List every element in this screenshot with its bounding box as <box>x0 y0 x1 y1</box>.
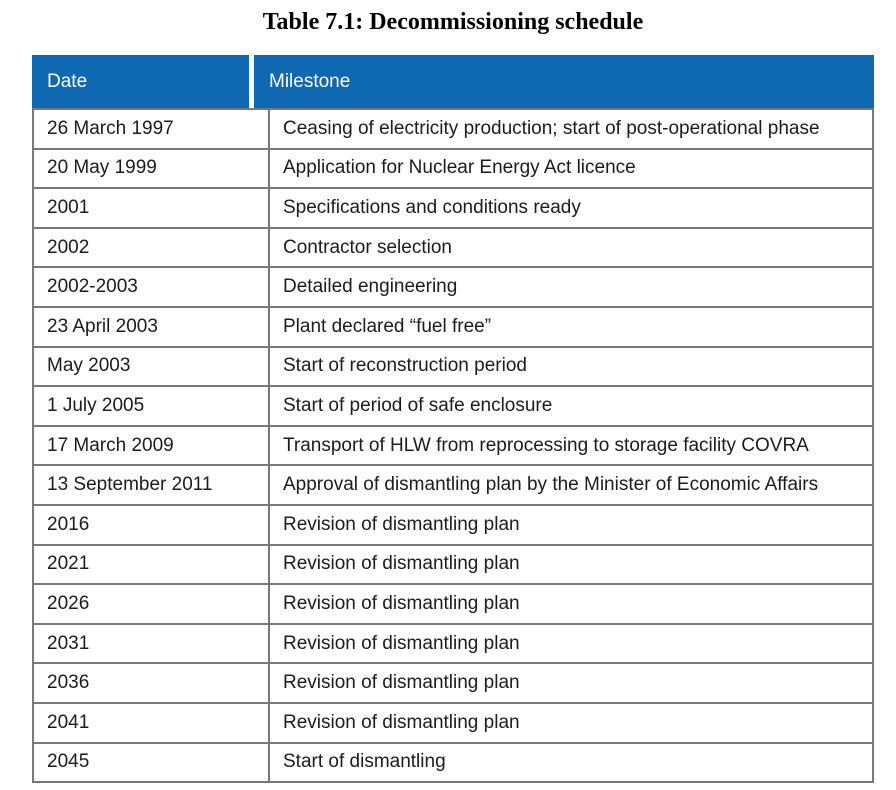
table-row: 2026 Revision of dismantling plan <box>32 583 874 625</box>
table-row: 2021 Revision of dismantling plan <box>32 543 874 586</box>
table-row: 2036 Revision of dismantling plan <box>32 662 874 704</box>
header-divider <box>249 55 254 108</box>
table-row: 1 July 2005 Start of period of safe enclo… <box>32 385 874 427</box>
table-header-row: Date Milestone <box>32 55 874 108</box>
table-row: 2016 Revision of dismantling plan <box>32 503 874 546</box>
milestone-cell: Revision of dismantling plan <box>268 583 874 625</box>
date-cell: 2021 <box>32 543 270 586</box>
date-cell: 26 March 1997 <box>32 108 270 150</box>
date-cell: 17 March 2009 <box>32 424 270 467</box>
table-body-grid: 26 March 1997 Ceasing of electricity prod… <box>32 108 874 784</box>
date-cell: May 2003 <box>32 345 270 388</box>
date-cell: 1 July 2005 <box>32 385 270 427</box>
milestone-cell: Revision of dismantling plan <box>268 622 874 665</box>
column-header-date: Date <box>32 55 249 108</box>
milestone-cell: Detailed engineering <box>268 266 874 308</box>
date-cell: 2016 <box>32 503 270 546</box>
table-row: 2045 Start of dismantling <box>32 741 874 784</box>
date-cell: 2001 <box>32 187 270 229</box>
date-cell: 2045 <box>32 741 270 784</box>
table-title: Table 7.1: Decommissioning schedule <box>262 9 644 35</box>
milestone-cell: Ceasing of electricity production; start… <box>268 108 874 150</box>
decommissioning-schedule-table: Date Milestone 26 March 1997 Ceasing of e… <box>32 55 874 784</box>
table-body: 26 March 1997 Ceasing of electricity prod… <box>32 108 874 784</box>
milestone-cell: Application for Nuclear Energy Act licen… <box>268 147 874 190</box>
milestone-cell: Approval of dismantling plan by the Mini… <box>268 464 874 506</box>
date-cell: 2002-2003 <box>32 266 270 308</box>
date-cell: 2026 <box>32 583 270 625</box>
column-header-milestone: Milestone <box>254 55 874 108</box>
milestone-cell: Start of dismantling <box>268 741 874 784</box>
milestone-cell: Start of period of safe enclosure <box>268 385 874 427</box>
table-row: 2031 Revision of dismantling plan <box>32 622 874 665</box>
milestone-cell: Plant declared “fuel free” <box>268 305 874 348</box>
table-row: 17 March 2009 Transport of HLW from repro… <box>32 424 874 467</box>
date-cell: 2031 <box>32 622 270 665</box>
date-cell: 2002 <box>32 226 270 269</box>
milestone-cell: Contractor selection <box>268 226 874 269</box>
table-row: 2002 Contractor selection <box>32 226 874 269</box>
date-cell: 13 September 2011 <box>32 464 270 506</box>
milestone-cell: Transport of HLW from reprocessing to st… <box>268 424 874 467</box>
milestone-cell: Revision of dismantling plan <box>268 543 874 586</box>
milestone-cell: Revision of dismantling plan <box>268 503 874 546</box>
table-row: May 2003 Start of reconstruction period <box>32 345 874 388</box>
milestone-cell: Start of reconstruction period <box>268 345 874 388</box>
milestone-cell: Specifications and conditions ready <box>268 187 874 229</box>
table-row: 26 March 1997 Ceasing of electricity prod… <box>32 108 874 150</box>
date-cell: 20 May 1999 <box>32 147 270 190</box>
date-cell: 2036 <box>32 662 270 704</box>
table-row: 2002-2003 Detailed engineering <box>32 266 874 308</box>
date-cell: 2041 <box>32 701 270 744</box>
table-row: 23 April 2003 Plant declared “fuel free” <box>32 305 874 348</box>
table-row: 20 May 1999 Application for Nuclear Energ… <box>32 147 874 190</box>
milestone-cell: Revision of dismantling plan <box>268 662 874 704</box>
milestone-cell: Revision of dismantling plan <box>268 701 874 744</box>
table-row: 2001 Specifications and conditions ready <box>32 187 874 229</box>
table-row: 2041 Revision of dismantling plan <box>32 701 874 744</box>
date-cell: 23 April 2003 <box>32 305 270 348</box>
table-row: 13 September 2011 Approval of dismantling… <box>32 464 874 506</box>
